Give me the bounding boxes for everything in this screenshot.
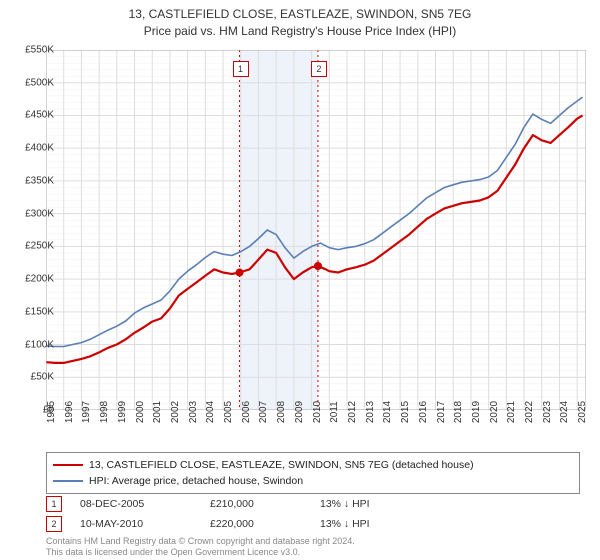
x-tick-label: 2013 bbox=[365, 401, 376, 423]
chart-sale-badge: 2 bbox=[311, 61, 327, 77]
legend-swatch-hpi bbox=[53, 480, 83, 482]
sale-row-2: 2 10-MAY-2010 £220,000 13% ↓ HPI bbox=[46, 514, 580, 534]
x-tick-label: 1998 bbox=[99, 401, 110, 423]
x-tick-label: 2019 bbox=[471, 401, 482, 423]
y-tick-label: £100K bbox=[14, 339, 54, 350]
legend-label-property: 13, CASTLEFIELD CLOSE, EASTLEAZE, SWINDO… bbox=[89, 459, 474, 471]
x-tick-label: 2004 bbox=[205, 401, 216, 423]
sale-badge-1: 1 bbox=[46, 496, 62, 512]
x-tick-label: 2020 bbox=[489, 401, 500, 423]
x-tick-label: 2017 bbox=[436, 401, 447, 423]
x-tick-label: 2001 bbox=[152, 401, 163, 423]
x-tick-label: 2022 bbox=[524, 401, 535, 423]
sale-delta-2: 13% ↓ HPI bbox=[320, 518, 420, 530]
x-tick-label: 2007 bbox=[258, 401, 269, 423]
x-tick-label: 2015 bbox=[400, 401, 411, 423]
y-tick-label: £150K bbox=[14, 306, 54, 317]
x-tick-label: 2000 bbox=[135, 401, 146, 423]
x-tick-label: 2025 bbox=[577, 401, 588, 423]
title-address: 13, CASTLEFIELD CLOSE, EASTLEAZE, SWINDO… bbox=[0, 6, 600, 23]
x-tick-label: 1996 bbox=[64, 401, 75, 423]
sale-badge-2: 2 bbox=[46, 516, 62, 532]
x-tick-label: 2012 bbox=[347, 401, 358, 423]
footnote: Contains HM Land Registry data © Crown c… bbox=[46, 536, 355, 558]
chart-container: 13, CASTLEFIELD CLOSE, EASTLEAZE, SWINDO… bbox=[0, 0, 600, 560]
sale-date-2: 10-MAY-2010 bbox=[80, 518, 210, 530]
x-tick-label: 2011 bbox=[329, 401, 340, 423]
y-tick-label: £300K bbox=[14, 208, 54, 219]
y-tick-label: £500K bbox=[14, 77, 54, 88]
legend-label-hpi: HPI: Average price, detached house, Swin… bbox=[89, 475, 303, 487]
legend-swatch-property bbox=[53, 464, 83, 466]
sale-price-1: £210,000 bbox=[210, 498, 320, 510]
footnote-line2: This data is licensed under the Open Gov… bbox=[46, 547, 355, 558]
sale-delta-1: 13% ↓ HPI bbox=[320, 498, 420, 510]
chart-sale-badge: 1 bbox=[233, 61, 249, 77]
x-tick-label: 2006 bbox=[241, 401, 252, 423]
y-tick-label: £350K bbox=[14, 175, 54, 186]
y-tick-label: £200K bbox=[14, 274, 54, 285]
x-tick-label: 2002 bbox=[170, 401, 181, 423]
x-tick-label: 2008 bbox=[276, 401, 287, 423]
sale-rows: 1 08-DEC-2005 £210,000 13% ↓ HPI 2 10-MA… bbox=[46, 494, 580, 534]
title-subtitle: Price paid vs. HM Land Registry's House … bbox=[0, 23, 600, 40]
x-tick-label: 2018 bbox=[453, 401, 464, 423]
sale-date-1: 08-DEC-2005 bbox=[80, 498, 210, 510]
x-tick-label: 2024 bbox=[559, 401, 570, 423]
y-tick-label: £450K bbox=[14, 110, 54, 121]
title-block: 13, CASTLEFIELD CLOSE, EASTLEAZE, SWINDO… bbox=[0, 0, 600, 40]
legend-row-property: 13, CASTLEFIELD CLOSE, EASTLEAZE, SWINDO… bbox=[53, 457, 573, 473]
x-tick-label: 2010 bbox=[312, 401, 323, 423]
x-tick-label: 1995 bbox=[46, 401, 57, 423]
sale-row-1: 1 08-DEC-2005 £210,000 13% ↓ HPI bbox=[46, 494, 580, 514]
legend-box: 13, CASTLEFIELD CLOSE, EASTLEAZE, SWINDO… bbox=[46, 452, 580, 494]
y-tick-label: £50K bbox=[14, 372, 54, 383]
chart-area bbox=[46, 50, 586, 410]
y-tick-label: £250K bbox=[14, 241, 54, 252]
x-tick-label: 2016 bbox=[418, 401, 429, 423]
chart-svg bbox=[46, 50, 586, 410]
x-tick-label: 2009 bbox=[294, 401, 305, 423]
x-tick-label: 2023 bbox=[542, 401, 553, 423]
legend-row-hpi: HPI: Average price, detached house, Swin… bbox=[53, 473, 573, 489]
x-tick-label: 2021 bbox=[506, 401, 517, 423]
x-tick-label: 1997 bbox=[81, 401, 92, 423]
y-tick-label: £550K bbox=[14, 45, 54, 56]
y-tick-label: £400K bbox=[14, 143, 54, 154]
x-tick-label: 2014 bbox=[382, 401, 393, 423]
x-tick-label: 1999 bbox=[117, 401, 128, 423]
x-tick-label: 2003 bbox=[188, 401, 199, 423]
footnote-line1: Contains HM Land Registry data © Crown c… bbox=[46, 536, 355, 547]
sale-price-2: £220,000 bbox=[210, 518, 320, 530]
x-tick-label: 2005 bbox=[223, 401, 234, 423]
